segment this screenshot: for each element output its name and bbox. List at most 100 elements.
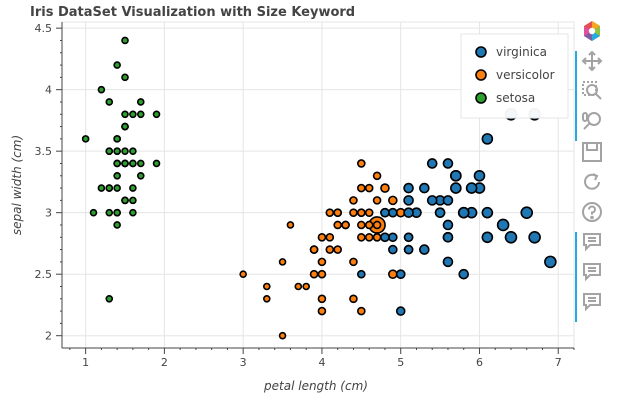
data-point-virginica[interactable]: [388, 232, 398, 243]
data-point-versicolor[interactable]: [364, 220, 374, 230]
data-point-versicolor[interactable]: [364, 232, 374, 242]
data-point-virginica[interactable]: [457, 206, 470, 219]
hover-tool-button[interactable]: [580, 232, 604, 256]
data-point-virginica[interactable]: [504, 230, 518, 244]
data-point-versicolor[interactable]: [357, 232, 366, 242]
data-point-setosa[interactable]: [105, 184, 114, 192]
data-point-setosa[interactable]: [129, 147, 137, 155]
reset-tool-button[interactable]: [580, 172, 604, 196]
data-point-versicolor[interactable]: [349, 257, 358, 267]
data-point-versicolor[interactable]: [349, 196, 358, 205]
data-point-virginica[interactable]: [496, 218, 510, 232]
legend-label-versicolor[interactable]: versicolor: [496, 68, 555, 82]
data-point-virginica[interactable]: [388, 207, 398, 218]
data-point-virginica[interactable]: [442, 195, 454, 206]
data-point-versicolor[interactable]: [357, 306, 366, 316]
data-point-versicolor[interactable]: [341, 220, 350, 230]
data-point-setosa[interactable]: [105, 147, 114, 155]
data-point-versicolor[interactable]: [349, 208, 358, 217]
data-point-virginica[interactable]: [426, 195, 438, 206]
data-point-versicolor[interactable]: [309, 245, 319, 254]
data-point-setosa[interactable]: [105, 208, 114, 217]
data-point-virginica[interactable]: [442, 231, 454, 243]
data-point-virginica[interactable]: [426, 158, 438, 169]
data-point-versicolor[interactable]: [372, 220, 382, 230]
data-point-setosa[interactable]: [97, 184, 106, 192]
data-point-setosa[interactable]: [121, 196, 129, 205]
save-tool-button[interactable]: [580, 142, 604, 166]
data-point-versicolor[interactable]: [286, 221, 295, 229]
data-point-virginica[interactable]: [403, 232, 414, 243]
data-point-virginica[interactable]: [395, 269, 406, 279]
data-point-setosa[interactable]: [136, 98, 145, 106]
data-point-virginica[interactable]: [419, 244, 430, 255]
data-point-virginica[interactable]: [465, 182, 478, 194]
data-point-virginica[interactable]: [395, 306, 406, 316]
data-point-versicolor[interactable]: [333, 220, 342, 230]
data-point-versicolor[interactable]: [325, 232, 335, 242]
data-point-setosa[interactable]: [113, 171, 121, 180]
data-point-versicolor[interactable]: [317, 306, 327, 316]
data-point-versicolor[interactable]: [239, 270, 247, 278]
legend-label-setosa[interactable]: setosa: [496, 91, 535, 105]
data-point-setosa[interactable]: [136, 171, 145, 180]
data-point-setosa[interactable]: [152, 159, 161, 168]
data-point-versicolor[interactable]: [364, 208, 374, 217]
data-point-versicolor[interactable]: [333, 245, 342, 254]
data-point-versicolor[interactable]: [317, 257, 327, 267]
data-point-versicolor[interactable]: [278, 331, 287, 340]
data-point-virginica[interactable]: [442, 219, 454, 231]
data-point-virginica[interactable]: [458, 268, 470, 280]
data-point-virginica[interactable]: [442, 158, 454, 169]
data-point-setosa[interactable]: [105, 294, 114, 303]
data-point-versicolor[interactable]: [380, 183, 390, 193]
data-point-setosa[interactable]: [129, 196, 137, 205]
data-point-virginica[interactable]: [388, 244, 398, 255]
data-point-setosa[interactable]: [129, 110, 137, 119]
data-point-virginica[interactable]: [473, 169, 486, 182]
data-point-virginica[interactable]: [357, 269, 366, 279]
data-point-virginica[interactable]: [403, 195, 414, 206]
data-point-setosa[interactable]: [129, 184, 137, 192]
data-point-virginica[interactable]: [481, 231, 494, 244]
data-point-setosa[interactable]: [113, 208, 121, 217]
data-point-setosa[interactable]: [152, 110, 161, 119]
data-point-virginica[interactable]: [403, 207, 414, 218]
data-point-versicolor[interactable]: [262, 294, 271, 303]
data-point-setosa[interactable]: [121, 36, 129, 45]
data-point-setosa[interactable]: [121, 73, 129, 82]
data-point-virginica[interactable]: [520, 206, 534, 219]
data-point-virginica[interactable]: [481, 206, 494, 219]
data-point-setosa[interactable]: [121, 122, 129, 131]
data-point-versicolor[interactable]: [317, 269, 327, 279]
data-point-versicolor[interactable]: [325, 208, 335, 217]
legend-label-virginica[interactable]: virginica: [496, 45, 547, 59]
data-point-setosa[interactable]: [121, 147, 129, 155]
data-point-versicolor[interactable]: [372, 196, 382, 205]
data-point-versicolor[interactable]: [388, 195, 398, 206]
data-point-setosa[interactable]: [89, 208, 98, 217]
data-point-setosa[interactable]: [113, 135, 121, 143]
data-point-setosa[interactable]: [105, 98, 114, 106]
data-point-setosa[interactable]: [113, 61, 121, 69]
bokeh-logo-tool-button[interactable]: [580, 21, 604, 45]
hover-tool-button[interactable]: [580, 262, 604, 286]
data-point-versicolor[interactable]: [388, 269, 398, 279]
box-zoom-tool-button[interactable]: [580, 81, 604, 105]
data-point-virginica[interactable]: [450, 169, 462, 182]
data-point-versicolor[interactable]: [302, 282, 310, 291]
data-point-virginica[interactable]: [403, 182, 414, 194]
data-point-virginica[interactable]: [419, 182, 430, 194]
data-point-versicolor[interactable]: [333, 208, 342, 217]
data-point-virginica[interactable]: [380, 207, 390, 218]
data-point-setosa[interactable]: [121, 110, 129, 119]
data-point-versicolor[interactable]: [317, 294, 327, 304]
data-point-versicolor[interactable]: [349, 294, 358, 304]
data-point-setosa[interactable]: [129, 208, 137, 217]
data-point-setosa[interactable]: [113, 221, 121, 229]
legend[interactable]: virginica versicolor setosa: [460, 33, 569, 119]
data-point-versicolor[interactable]: [364, 183, 374, 193]
data-point-setosa[interactable]: [97, 85, 106, 94]
data-point-setosa[interactable]: [121, 159, 129, 168]
